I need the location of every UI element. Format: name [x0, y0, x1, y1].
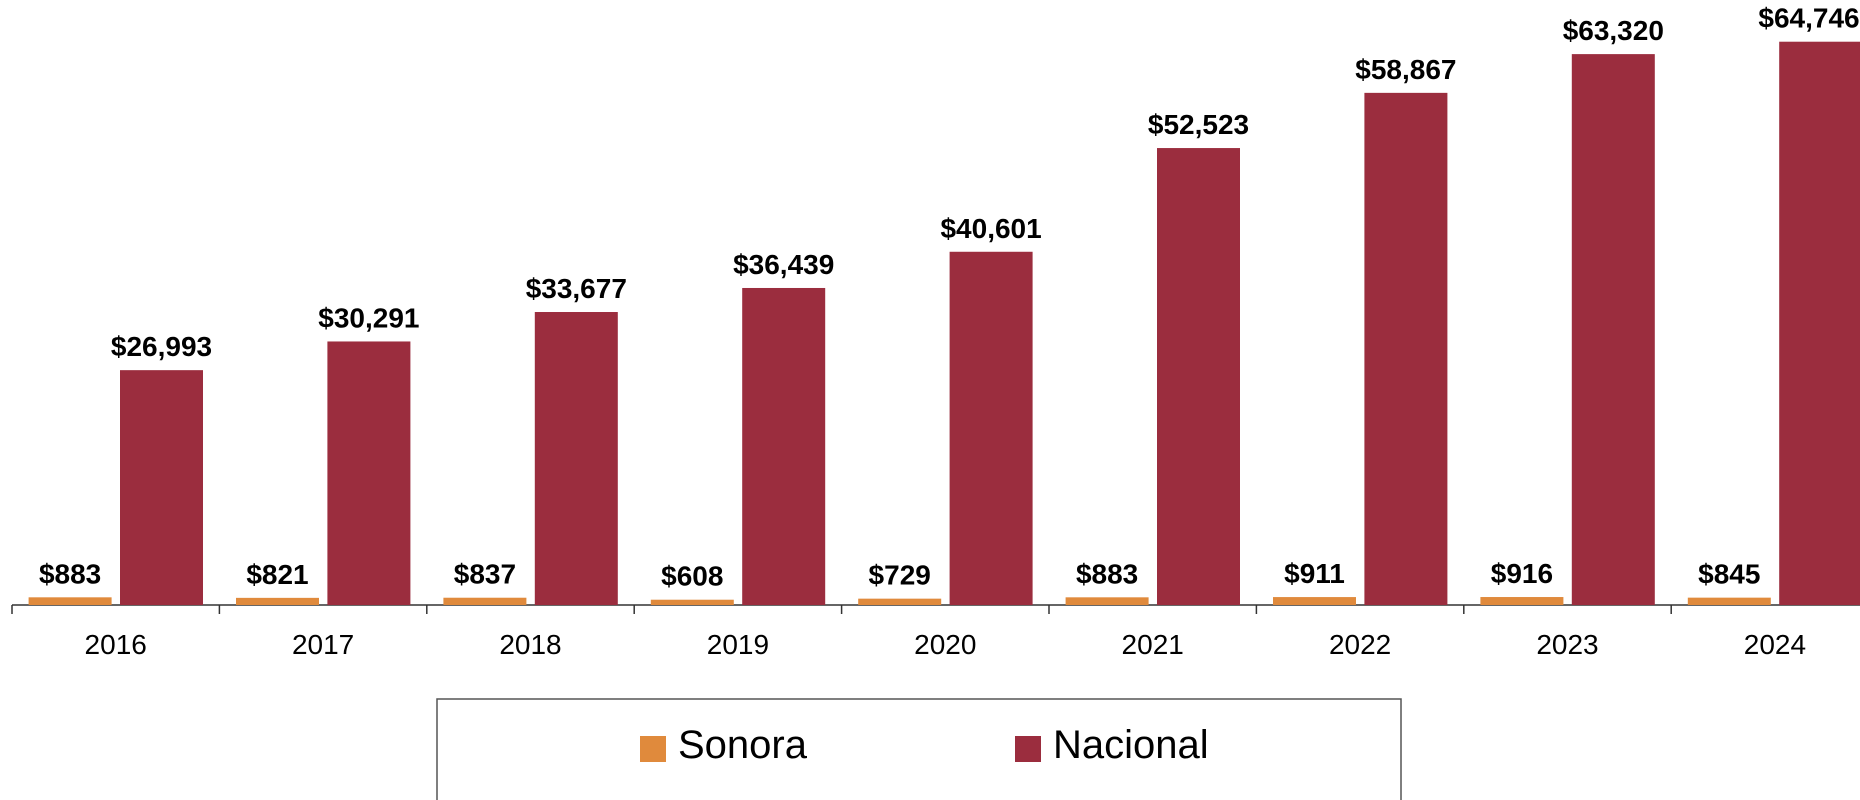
value-label: $63,320	[1563, 15, 1664, 46]
value-label: $30,291	[318, 302, 419, 333]
bar	[1687, 597, 1771, 605]
bar	[650, 599, 734, 605]
value-label: $821	[246, 559, 308, 590]
bar	[120, 370, 203, 605]
bar	[534, 312, 618, 605]
value-label: $40,601	[940, 213, 1041, 244]
bar	[443, 597, 527, 605]
value-label: $608	[661, 561, 723, 592]
legend-swatch	[640, 736, 666, 762]
x-tick-label: 2018	[499, 629, 561, 660]
value-label: $837	[454, 559, 516, 590]
bar	[236, 597, 319, 605]
bar	[1157, 148, 1240, 605]
value-label: $52,523	[1148, 109, 1249, 140]
x-tick-label: 2023	[1536, 629, 1598, 660]
bar	[1273, 597, 1356, 605]
bar	[742, 287, 826, 605]
bar	[1065, 597, 1149, 605]
x-tick-label: 2020	[914, 629, 976, 660]
bar	[949, 251, 1033, 605]
x-tick-label: 2024	[1744, 629, 1806, 660]
value-label: $36,439	[733, 249, 834, 280]
value-label: $911	[1284, 558, 1345, 589]
legend-label: Sonora	[678, 723, 808, 767]
value-label: $883	[1076, 558, 1138, 589]
bar	[1364, 92, 1448, 605]
bar	[327, 341, 411, 605]
bar	[1779, 41, 1860, 606]
legend-label: Nacional	[1053, 723, 1209, 767]
value-label: $916	[1491, 558, 1553, 589]
bar	[1480, 597, 1564, 605]
x-tick-label: 2021	[1122, 629, 1184, 660]
value-label: $26,993	[111, 331, 212, 362]
legend-box	[436, 698, 1402, 800]
value-label: $64,746.4	[1758, 3, 1860, 34]
bar	[1571, 54, 1655, 605]
x-tick-label: 2022	[1329, 629, 1391, 660]
value-label: $883	[39, 558, 101, 589]
bar	[28, 597, 112, 605]
x-tick-label: 2019	[707, 629, 769, 660]
legend-swatch	[1015, 736, 1041, 762]
value-label: $729	[869, 560, 931, 591]
value-label: $33,677	[526, 273, 627, 304]
x-tick-label: 2017	[292, 629, 354, 660]
value-label: $58,867	[1355, 54, 1456, 85]
value-label: $845	[1698, 559, 1760, 590]
bar	[858, 598, 942, 605]
x-tick-label: 2016	[85, 629, 147, 660]
